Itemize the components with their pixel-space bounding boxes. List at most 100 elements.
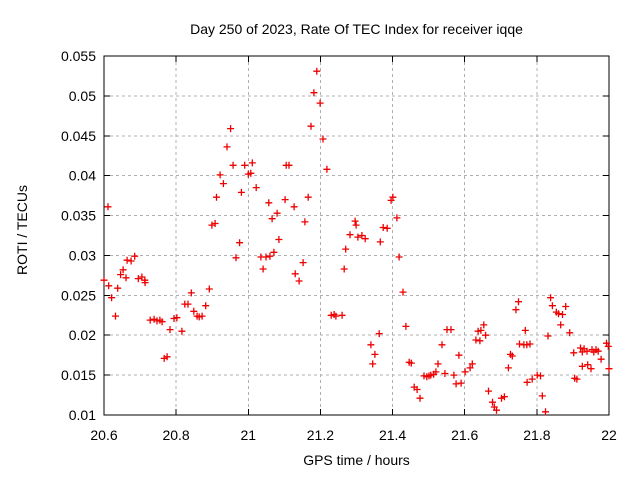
data-point	[468, 360, 476, 368]
x-tick-label: 22	[601, 427, 617, 443]
data-point	[587, 365, 595, 373]
data-point	[340, 265, 348, 273]
data-point	[281, 196, 289, 204]
data-point	[247, 169, 255, 177]
data-point	[208, 221, 216, 229]
data-point	[248, 159, 256, 167]
data-point	[262, 253, 270, 261]
data-point	[361, 235, 369, 243]
data-point	[452, 380, 460, 388]
data-point	[358, 232, 366, 239]
data-point	[273, 209, 281, 217]
data-point	[542, 408, 549, 416]
data-point	[547, 294, 555, 302]
y-tick-label: 0.015	[61, 367, 96, 383]
data-point	[570, 349, 578, 357]
data-point	[252, 184, 260, 192]
data-point	[480, 321, 488, 329]
data-point	[485, 387, 492, 395]
x-tick-label: 21.4	[379, 427, 406, 443]
data-point	[395, 253, 403, 261]
data-point	[178, 327, 186, 335]
data-point	[342, 245, 350, 253]
data-point	[351, 217, 359, 225]
chart-title: Day 250 of 2023, Rate Of TEC Index for r…	[190, 21, 523, 37]
data-point	[557, 321, 565, 329]
data-point	[555, 310, 562, 318]
y-tick-label: 0.055	[61, 48, 96, 64]
data-point	[482, 331, 490, 339]
data-point	[108, 294, 116, 302]
data-point	[313, 67, 321, 75]
data-point	[447, 326, 455, 334]
data-point	[489, 398, 496, 406]
data-point	[266, 252, 274, 260]
x-tick-label: 21	[241, 427, 257, 443]
data-point	[407, 359, 415, 367]
data-point	[477, 326, 485, 334]
data-point	[236, 239, 244, 247]
data-point	[597, 355, 605, 363]
data-point	[577, 344, 584, 352]
data-point	[393, 214, 401, 222]
data-point	[310, 89, 318, 97]
data-point	[202, 302, 210, 310]
data-point	[213, 193, 220, 201]
data-point	[122, 274, 130, 282]
x-axis-label: GPS time / hours	[303, 452, 410, 468]
data-point	[290, 203, 298, 211]
data-point	[338, 311, 346, 319]
data-point	[227, 125, 235, 133]
data-point	[332, 312, 340, 320]
data-point	[100, 276, 108, 284]
data-point	[538, 392, 546, 400]
data-point	[523, 378, 531, 386]
data-point	[594, 347, 602, 355]
data-point	[131, 252, 139, 260]
data-point	[500, 393, 508, 401]
data-point	[521, 326, 529, 334]
data-point	[583, 347, 591, 355]
data-point	[187, 289, 195, 297]
data-point	[237, 188, 245, 196]
data-point	[476, 337, 484, 345]
data-point	[259, 265, 267, 273]
data-point	[291, 270, 299, 278]
data-point	[301, 218, 309, 226]
data-point	[104, 203, 112, 211]
data-point	[184, 300, 192, 308]
data-point	[112, 312, 119, 320]
plot-border	[103, 55, 610, 416]
y-tick-label: 0.04	[69, 168, 96, 184]
data-point	[528, 375, 536, 383]
data-point	[295, 277, 303, 285]
data-point	[211, 220, 219, 227]
data-point	[146, 316, 154, 324]
data-point	[472, 336, 480, 344]
data-point	[323, 165, 331, 173]
data-point	[117, 271, 125, 279]
data-point	[413, 386, 421, 393]
y-tick-label: 0.045	[61, 128, 96, 144]
data-point	[434, 360, 442, 368]
data-point	[241, 161, 249, 169]
data-point	[559, 311, 566, 318]
data-point	[493, 406, 500, 414]
x-tick-label: 21.8	[523, 427, 550, 443]
data-point	[265, 199, 273, 207]
data-point	[402, 322, 410, 330]
data-point	[516, 340, 523, 348]
data-point	[304, 193, 312, 201]
data-point	[533, 371, 541, 379]
data-point	[548, 302, 556, 310]
data-point	[216, 171, 224, 179]
data-point	[275, 236, 283, 243]
data-point	[270, 248, 278, 256]
data-point	[219, 180, 227, 188]
data-point	[523, 341, 531, 349]
x-tick-label: 21.2	[307, 427, 334, 443]
data-point	[457, 379, 465, 387]
x-tick-label: 20.8	[162, 427, 189, 443]
data-point	[441, 370, 449, 377]
